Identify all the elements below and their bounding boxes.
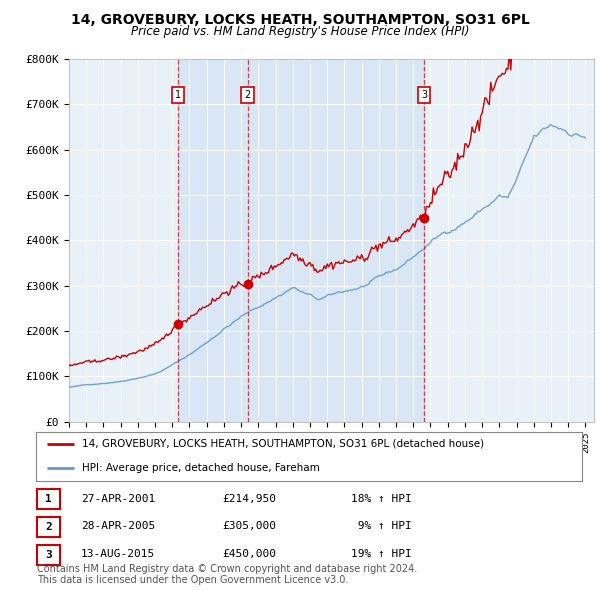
Text: 19% ↑ HPI: 19% ↑ HPI [351,549,412,559]
Text: 14, GROVEBURY, LOCKS HEATH, SOUTHAMPTON, SO31 6PL: 14, GROVEBURY, LOCKS HEATH, SOUTHAMPTON,… [71,13,529,27]
Text: 9% ↑ HPI: 9% ↑ HPI [351,522,412,531]
Text: £214,950: £214,950 [222,494,276,503]
Bar [178,59,424,422]
Text: £450,000: £450,000 [222,549,276,559]
Text: 28-APR-2005: 28-APR-2005 [81,522,155,531]
Text: 2: 2 [244,90,251,100]
Text: Price paid vs. HM Land Registry's House Price Index (HPI): Price paid vs. HM Land Registry's House … [131,25,469,38]
Text: 18% ↑ HPI: 18% ↑ HPI [351,494,412,503]
Text: 14, GROVEBURY, LOCKS HEATH, SOUTHAMPTON, SO31 6PL (detached house): 14, GROVEBURY, LOCKS HEATH, SOUTHAMPTON,… [82,438,485,448]
Text: 2: 2 [45,522,52,532]
Text: Contains HM Land Registry data © Crown copyright and database right 2024.
This d: Contains HM Land Registry data © Crown c… [37,563,418,585]
Text: 1: 1 [45,494,52,504]
Text: 3: 3 [421,90,427,100]
Text: HPI: Average price, detached house, Fareham: HPI: Average price, detached house, Fare… [82,463,320,473]
Text: 3: 3 [45,550,52,559]
Text: £305,000: £305,000 [222,522,276,531]
Text: 27-APR-2001: 27-APR-2001 [81,494,155,503]
Text: 13-AUG-2015: 13-AUG-2015 [81,549,155,559]
Text: 1: 1 [175,90,181,100]
